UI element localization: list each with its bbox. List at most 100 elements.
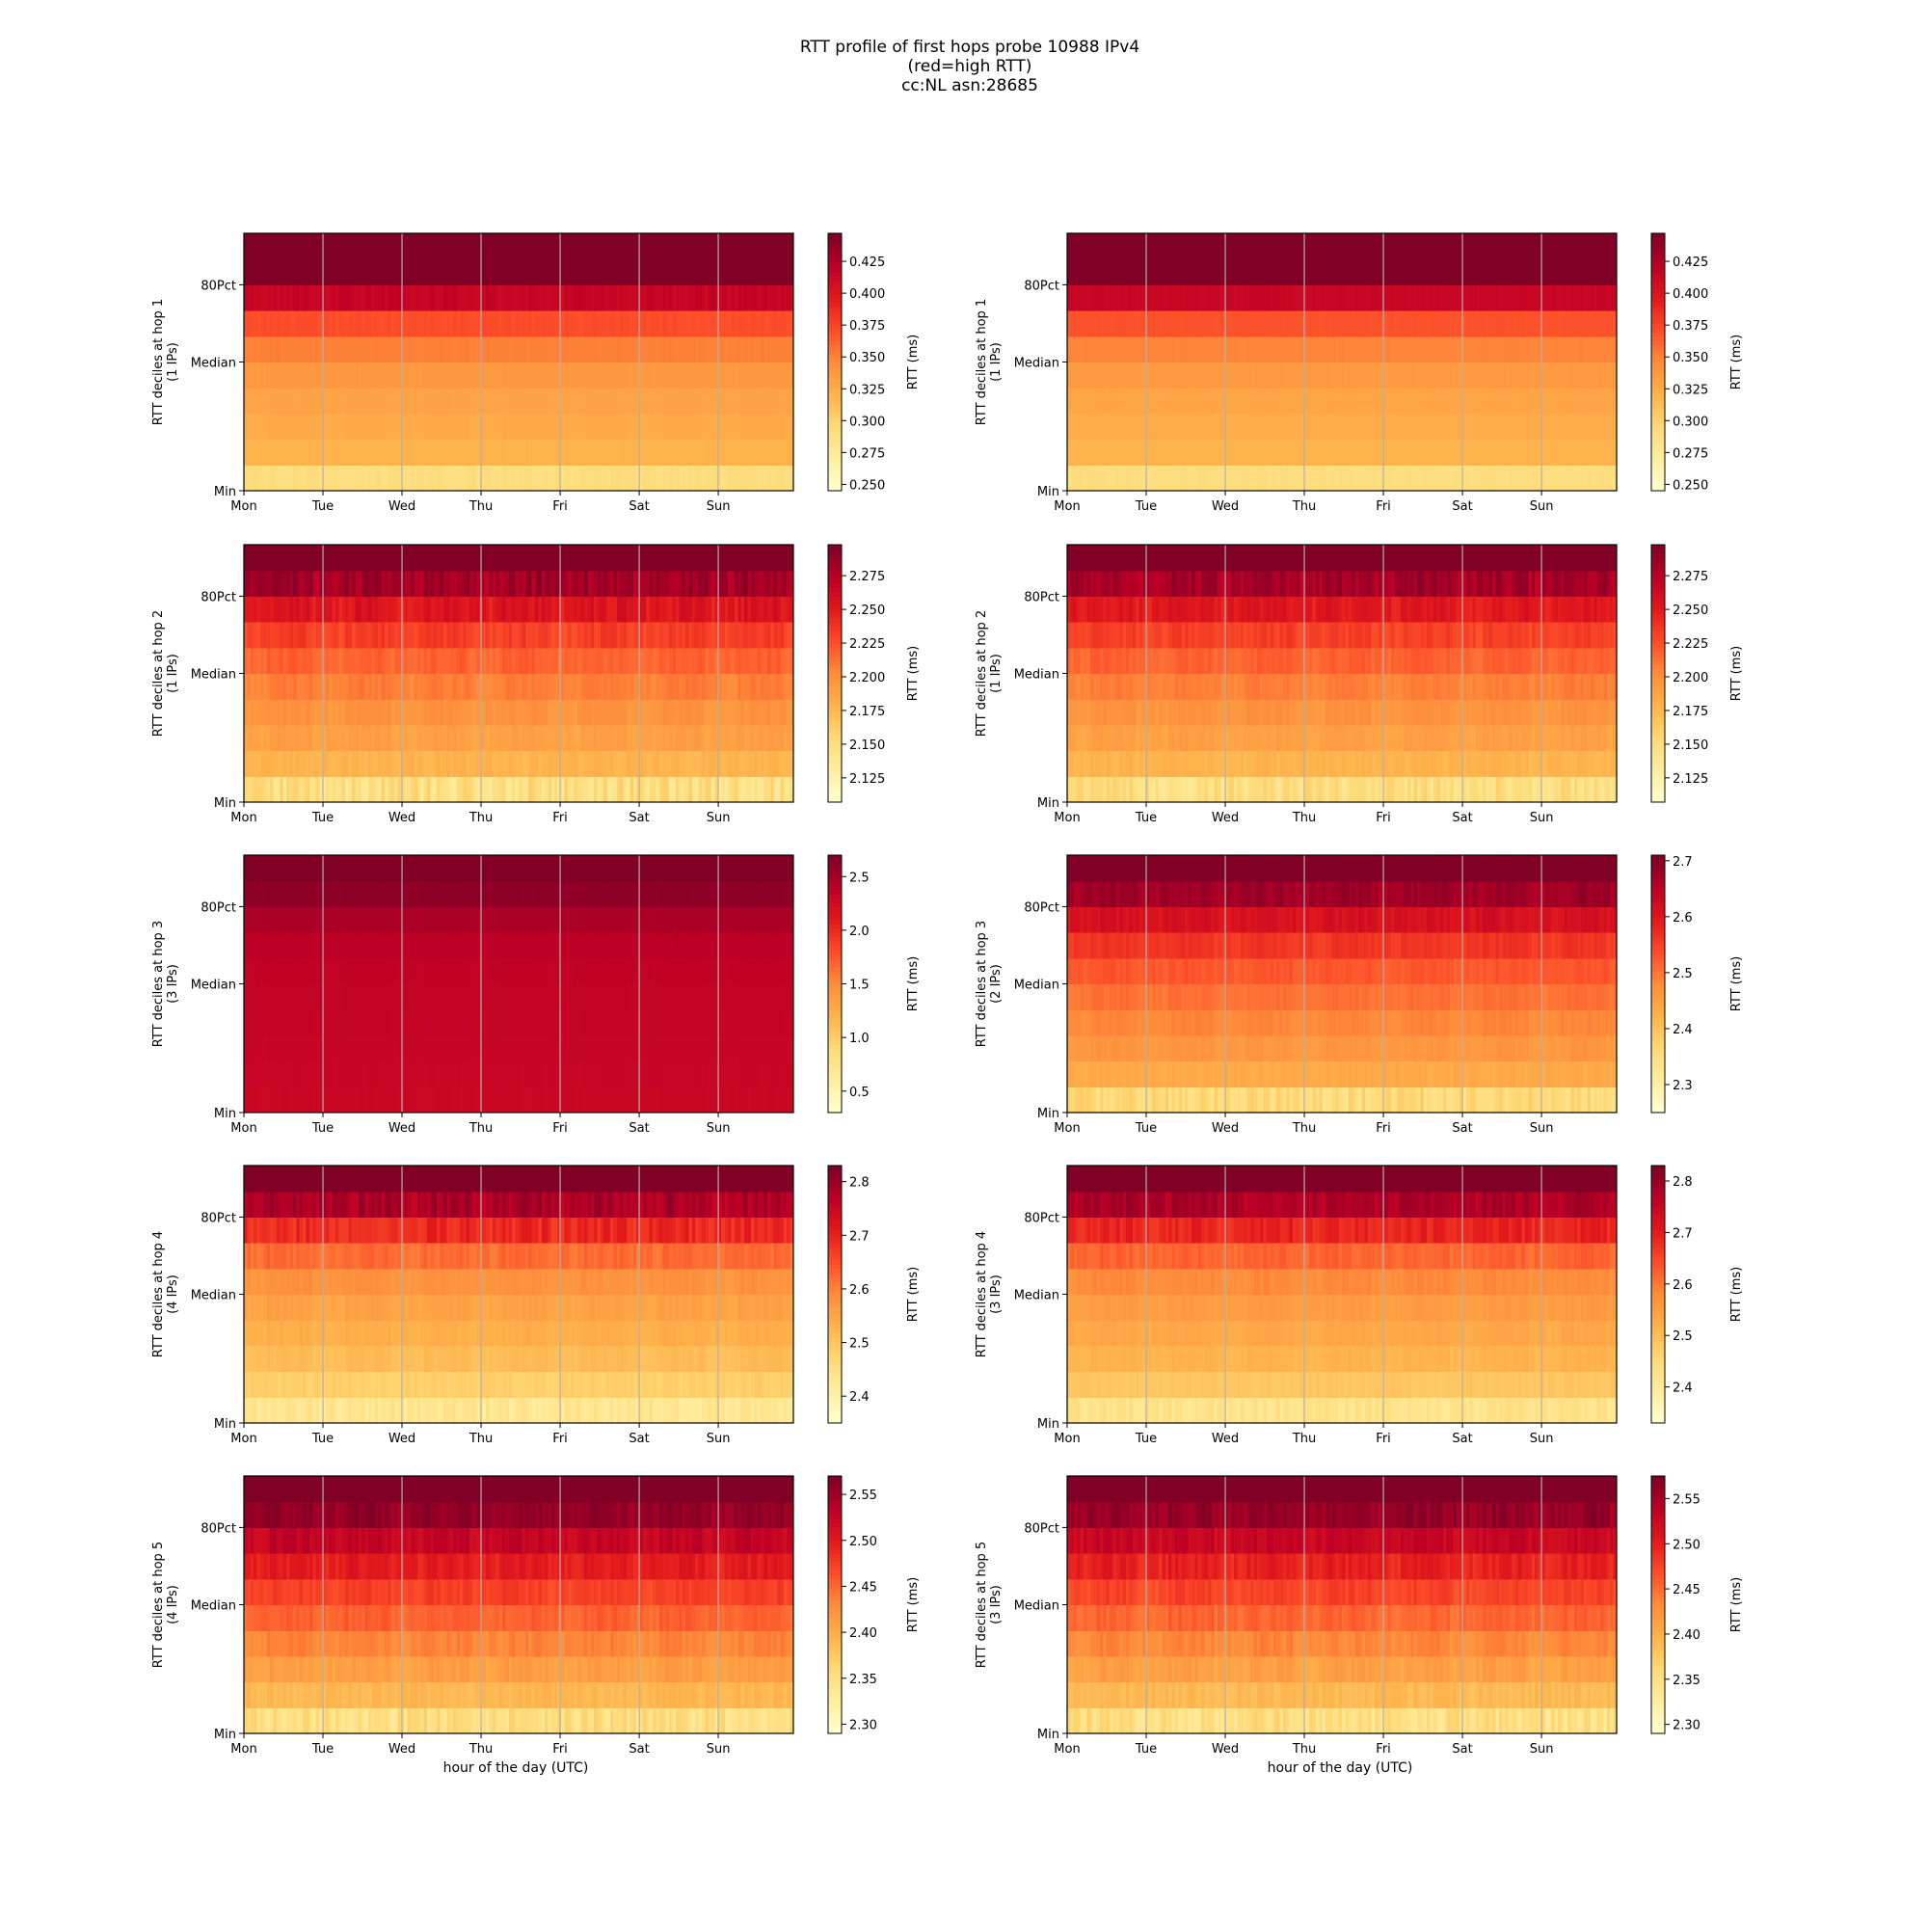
- heatmap-cell: [385, 545, 388, 571]
- heatmap-cell: [1518, 362, 1522, 389]
- heatmap-cell: [613, 414, 617, 440]
- heatmap-cell: [1276, 233, 1280, 259]
- colorbar-label: RTT (ms): [1729, 335, 1744, 389]
- heatmap-cell: [512, 362, 516, 389]
- heatmap-cell: [1345, 336, 1349, 362]
- heatmap-cell: [443, 751, 447, 777]
- colorbar-segment: [1651, 470, 1665, 474]
- heatmap-cell: [1208, 465, 1212, 491]
- heatmap-cell: [603, 259, 607, 285]
- heatmap-cell: [293, 465, 297, 491]
- heatmap-cell: [430, 259, 434, 285]
- heatmap-cell: [270, 414, 274, 440]
- colorbar-segment: [828, 358, 842, 362]
- heatmap-cell: [420, 414, 424, 440]
- heatmap-cell: [672, 284, 676, 310]
- heatmap-cell: [453, 388, 457, 414]
- colorbar-segment: [1651, 435, 1665, 440]
- colorbar-segment: [1651, 349, 1665, 354]
- heatmap-cell: [283, 648, 287, 674]
- heatmap-cell: [397, 310, 401, 336]
- heatmap-cell: [1450, 465, 1454, 491]
- heatmap-cell: [260, 699, 264, 725]
- heatmap-cell: [545, 648, 549, 674]
- heatmap-cell: [270, 571, 274, 597]
- heatmap-cell: [293, 233, 297, 259]
- heatmap-cell: [1587, 440, 1591, 466]
- heatmap-cell: [283, 596, 287, 622]
- heatmap-cell: [1610, 388, 1614, 414]
- colorbar-segment: [1651, 448, 1665, 453]
- heatmap-cell: [650, 545, 654, 571]
- heatmap-cell: [443, 284, 447, 310]
- heatmap-cell: [774, 414, 778, 440]
- heatmap-cell: [1495, 388, 1499, 414]
- heatmap-cell: [476, 776, 480, 802]
- heatmap-cell: [1290, 310, 1294, 336]
- heatmap-cell: [672, 545, 676, 571]
- heatmap-cell: [672, 571, 676, 597]
- heatmap-cell: [1276, 362, 1280, 389]
- heatmap-cell: [1427, 465, 1431, 491]
- heatmap-cell: [1276, 465, 1280, 491]
- heatmap-cell: [1129, 362, 1133, 389]
- heatmap-cell: [385, 414, 388, 440]
- heatmap-cell: [1335, 440, 1339, 466]
- heatmap-cell: [1139, 336, 1143, 362]
- heatmap-cell: [1518, 440, 1522, 466]
- colorbar-segment: [828, 255, 842, 259]
- heatmap-cell: [443, 571, 447, 597]
- heatmap-cell: [512, 725, 516, 751]
- heatmap-cell: [1414, 310, 1418, 336]
- heatmap-cell: [751, 310, 755, 336]
- heatmap-cell: [695, 776, 699, 802]
- heatmap-cell: [352, 725, 356, 751]
- heatmap-cell: [751, 336, 755, 362]
- heatmap-cell: [591, 725, 595, 751]
- heatmap-cell: [568, 414, 572, 440]
- colorbar-segment: [1651, 478, 1665, 483]
- heatmap-cell: [1483, 336, 1486, 362]
- heatmap-cell: [1116, 284, 1120, 310]
- heatmap-cell: [1610, 414, 1614, 440]
- heatmap-cell: [1084, 336, 1087, 362]
- heatmap-cell: [260, 259, 264, 285]
- colorbar-segment: [828, 448, 842, 453]
- heatmap-cell: [476, 233, 480, 259]
- heatmap-cell: [476, 284, 480, 310]
- heatmap-cell: [499, 776, 503, 802]
- heatmap-cell: [270, 362, 274, 389]
- heatmap-cell: [499, 465, 503, 491]
- heatmap-cell: [499, 699, 503, 725]
- heatmap-cell: [362, 310, 365, 336]
- heatmap-cell: [705, 233, 709, 259]
- heatmap-cell: [467, 545, 470, 571]
- heatmap-cell: [476, 259, 480, 285]
- heatmap-cell: [385, 674, 388, 700]
- heatmap-cell: [627, 674, 630, 700]
- heatmap-cell: [247, 776, 251, 802]
- heatmap-cell: [763, 388, 767, 414]
- heatmap-cell: [1404, 336, 1407, 362]
- heatmap-cell: [1070, 284, 1074, 310]
- heatmap-cell: [512, 545, 516, 571]
- heatmap-cell: [1483, 414, 1486, 440]
- heatmap-cell: [1391, 362, 1395, 389]
- heatmap-cell: [1565, 440, 1568, 466]
- heatmap-cell: [627, 284, 630, 310]
- heatmap-cell: [329, 465, 333, 491]
- heatmap-cell: [293, 571, 297, 597]
- heatmap-cell: [545, 388, 549, 414]
- heatmap-cell: [1175, 362, 1179, 389]
- heatmap-cell: [591, 751, 595, 777]
- heatmap-cell: [1404, 310, 1407, 336]
- heatmap-cell: [1208, 336, 1212, 362]
- heatmap-cell: [408, 699, 412, 725]
- heatmap-cell: [1299, 233, 1303, 259]
- heatmap-cell: [443, 725, 447, 751]
- heatmap-cell: [1185, 362, 1189, 389]
- heatmap-cell: [1299, 310, 1303, 336]
- heatmap-cell: [512, 622, 516, 648]
- heatmap-cell: [580, 233, 584, 259]
- heatmap-cell: [1231, 310, 1235, 336]
